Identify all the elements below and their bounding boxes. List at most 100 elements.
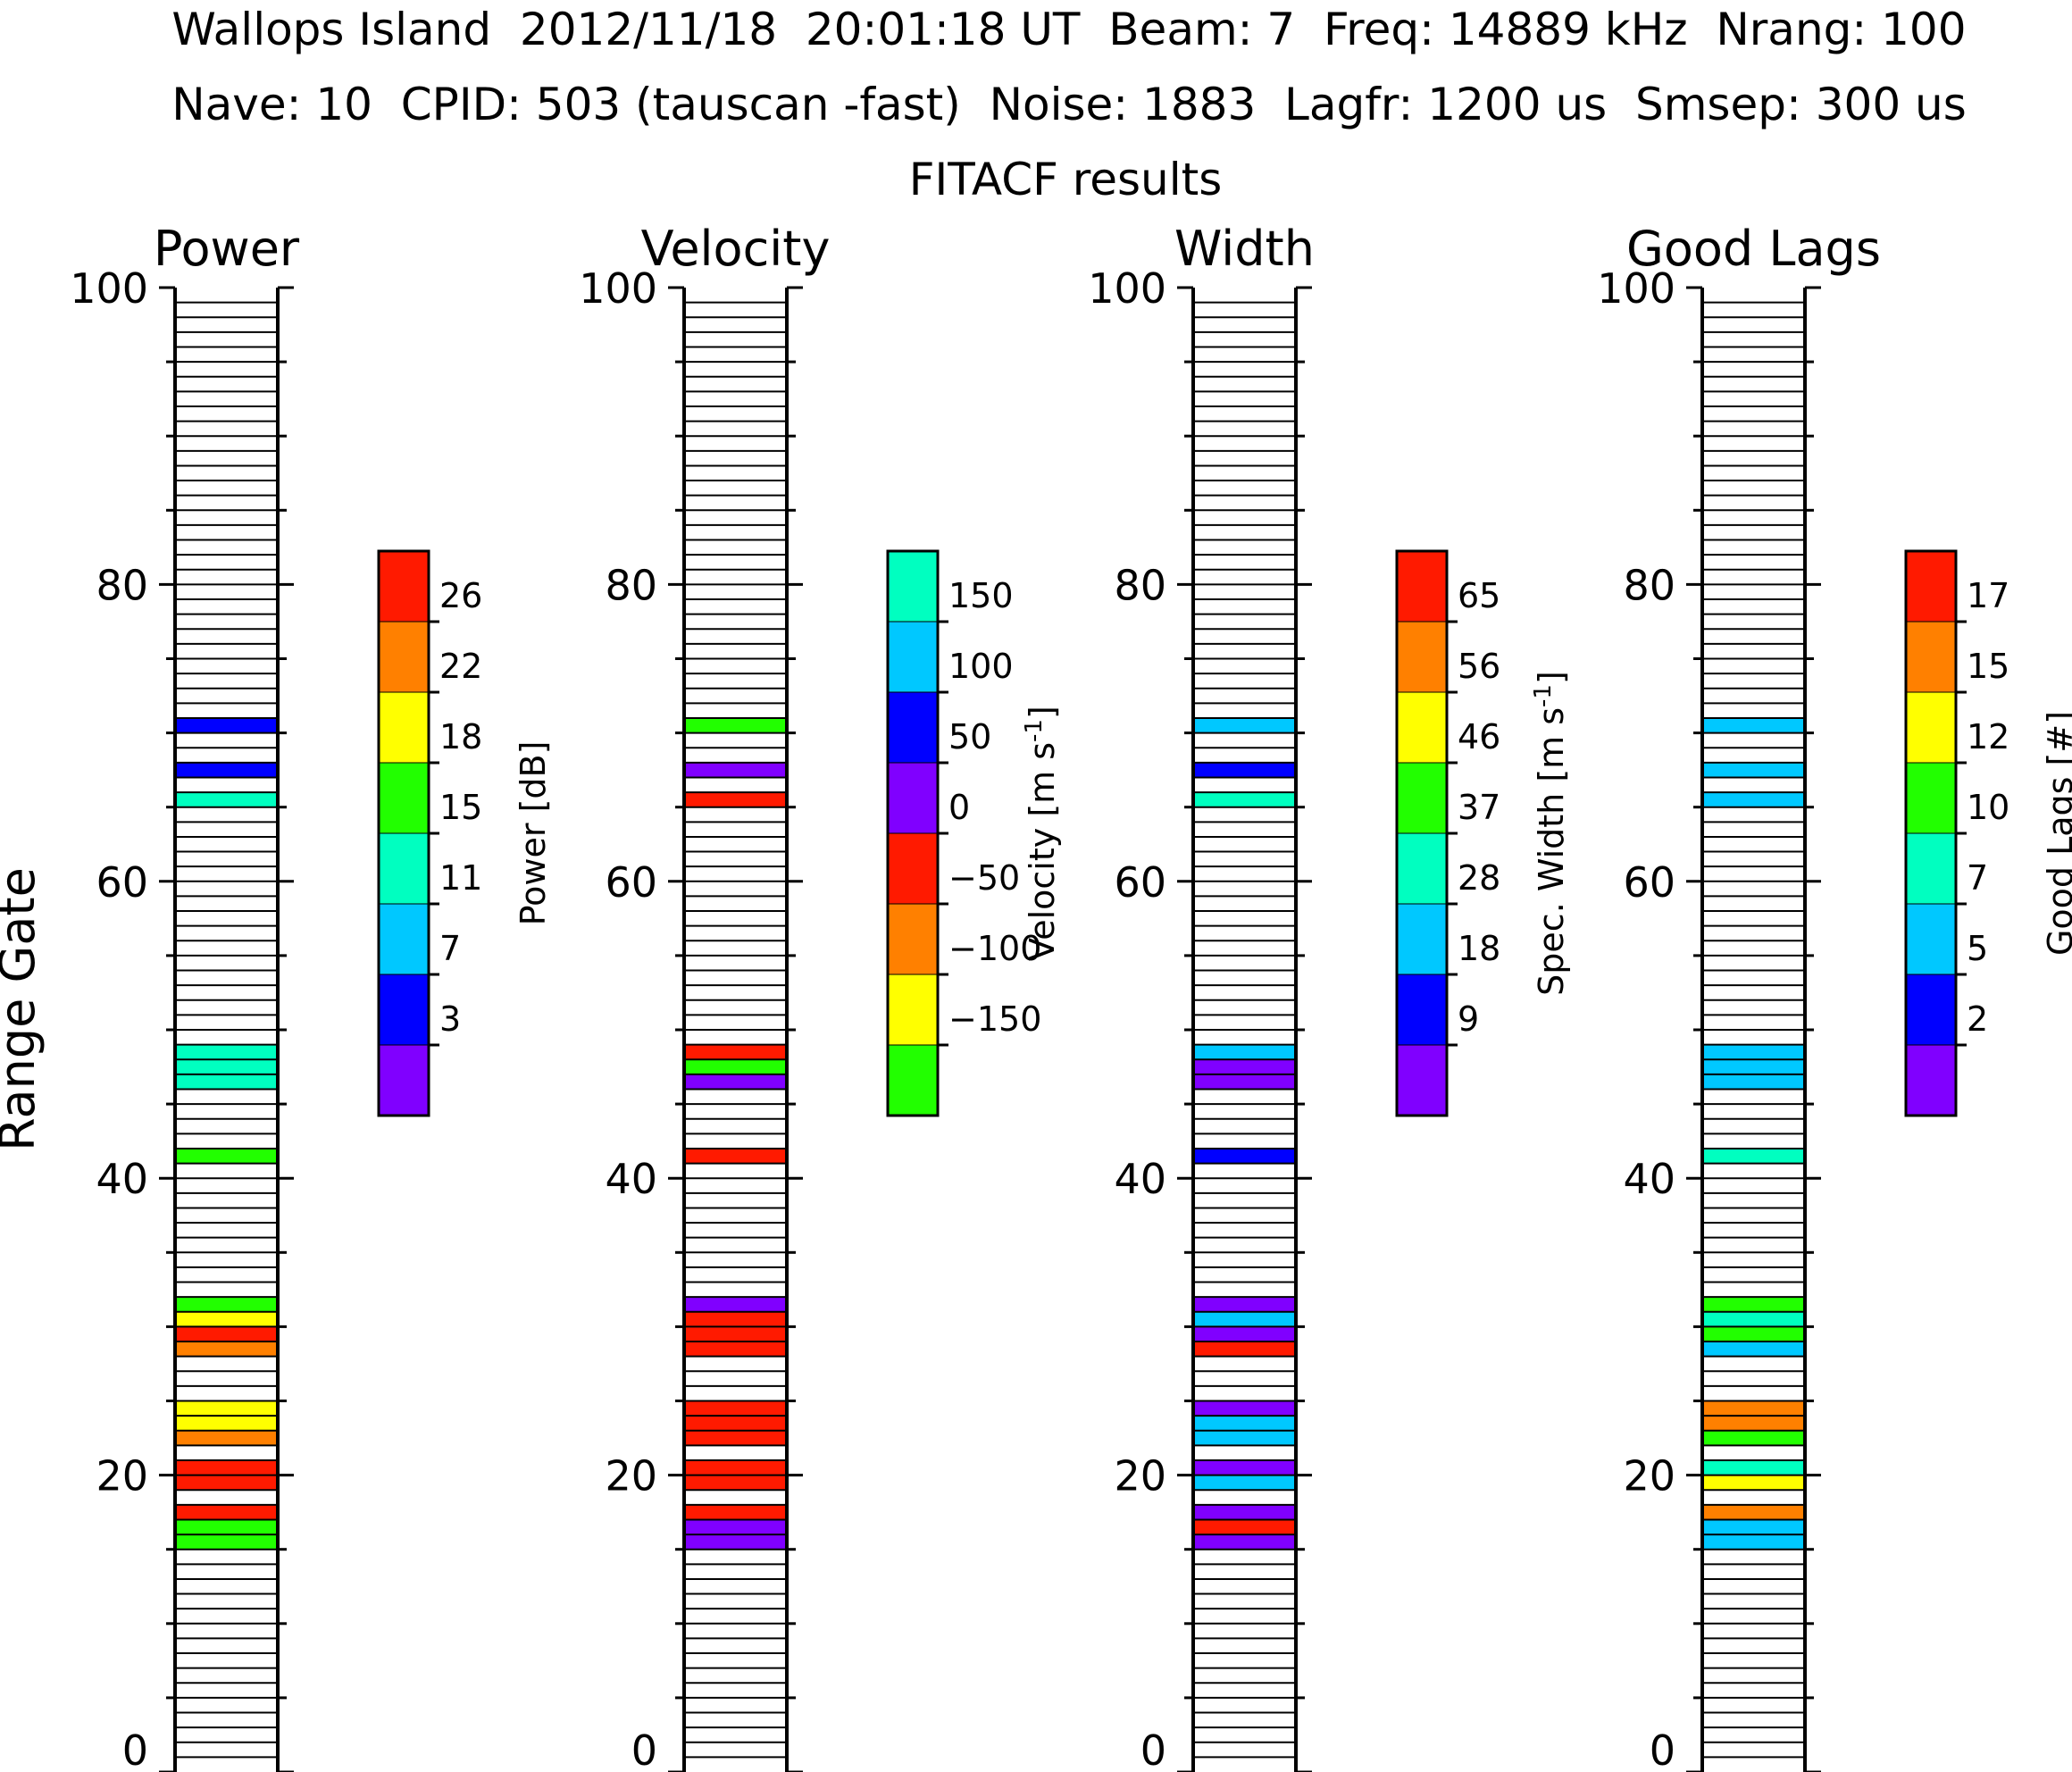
good-lags-colorbar-label-7: 7 [1967, 858, 1988, 898]
width-colorbar-swatch-3 [1396, 832, 1448, 905]
width-colorbar-swatch-6 [1396, 621, 1448, 693]
velocity-y-tick-100: 100 [579, 264, 657, 313]
width-cell-gate-17 [1193, 1504, 1296, 1520]
power-y-tick-60: 60 [96, 858, 148, 907]
power-y-tick-20: 20 [96, 1452, 148, 1500]
velocity-colorbar-label-150: −150 [948, 999, 1041, 1039]
good-lags-cell-gate-28 [1702, 1342, 1805, 1357]
power-y-tick-40: 40 [96, 1155, 148, 1203]
power-y-tick-0: 0 [122, 1726, 148, 1772]
width-cell-gate-19 [1193, 1475, 1296, 1491]
width-y-tick-0: 0 [1140, 1726, 1166, 1772]
good-lags-colorbar-title: Good Lags [#] [2041, 711, 2072, 956]
power-cell-gate-29 [175, 1326, 278, 1342]
power-panel: Power 0 20 40 60 80 100 3 7 11 15 18 22 26 Power [dB] [70, 221, 553, 1772]
good-lags-y-tick-20: 20 [1623, 1452, 1675, 1500]
velocity-colorbar-swatch-6 [887, 621, 939, 693]
good-lags-cell-gate-30 [1702, 1311, 1805, 1327]
velocity-cell-gate-47 [684, 1059, 787, 1074]
good-lags-colorbar-swatch-6 [1905, 621, 1957, 693]
velocity-colorbar-swatch-2 [887, 903, 939, 975]
velocity-title: Velocity [641, 221, 831, 277]
width-title: Width [1174, 221, 1315, 277]
velocity-colorbar-swatch-4 [887, 762, 939, 834]
width-colorbar-label-9: 9 [1458, 999, 1479, 1039]
power-colorbar-label-22: 22 [439, 647, 482, 686]
good-lags-cell-gate-17 [1702, 1504, 1805, 1520]
width-cell-gate-28 [1193, 1342, 1296, 1357]
width-y-tick-60: 60 [1114, 858, 1166, 907]
power-colorbar-swatch-6 [378, 621, 430, 693]
good-lags-colorbar-swatch-4 [1905, 762, 1957, 834]
good-lags-colorbar-swatch-0 [1905, 1044, 1957, 1116]
width-y-tick-100: 100 [1088, 264, 1166, 313]
good-lags-cell-gate-46 [1702, 1074, 1805, 1090]
power-cell-gate-30 [175, 1311, 278, 1327]
velocity-cell-gate-16 [684, 1519, 787, 1535]
good-lags-cell-gate-65 [1702, 792, 1805, 807]
good-lags-colorbar-swatch-2 [1905, 903, 1957, 975]
velocity-y-tick-0: 0 [631, 1726, 657, 1772]
width-cell-gate-65 [1193, 792, 1296, 807]
good-lags-cell-gate-41 [1702, 1148, 1805, 1164]
width-cell-gate-47 [1193, 1059, 1296, 1074]
header-line-1: Wallops Island 2012/11/18 20:01:18 UT Be… [171, 4, 1966, 55]
header-line-2: Nave: 10 CPID: 503 (tauscan -fast) Noise… [171, 79, 1967, 130]
width-y-tick-20: 20 [1114, 1452, 1166, 1500]
power-cell-gate-15 [175, 1534, 278, 1550]
good-lags-colorbar-swatch-1 [1905, 974, 1957, 1046]
power-colorbar-label-11: 11 [439, 858, 482, 898]
velocity-colorbar-swatch-5 [887, 691, 939, 764]
width-colorbar-label-37: 37 [1458, 788, 1500, 827]
good-lags-colorbar-label-17: 17 [1967, 576, 2009, 615]
good-lags-cell-gate-29 [1702, 1326, 1805, 1342]
y-axis-label: Range Gate [0, 867, 46, 1151]
power-colorbar-label-26: 26 [439, 576, 482, 615]
velocity-cell-gate-24 [684, 1400, 787, 1417]
power-colorbar-swatch-2 [378, 903, 430, 975]
velocity-colorbar-label-50: −50 [948, 858, 1020, 898]
header-subtitle: FITACF results [909, 154, 1223, 205]
power-y-tick-100: 100 [70, 264, 148, 313]
velocity-colorbar-title: Velocity [m s-1] [1021, 706, 1062, 961]
width-cell-gate-20 [1193, 1459, 1296, 1475]
good-lags-colorbar-swatch-7 [1905, 550, 1957, 623]
power-colorbar-swatch-3 [378, 832, 430, 905]
velocity-colorbar-swatch-1 [887, 974, 939, 1046]
good-lags-colorbar-label-2: 2 [1967, 999, 1988, 1039]
velocity-colorbar-label-150: 150 [948, 576, 1014, 615]
power-cell-gate-19 [175, 1475, 278, 1491]
good-lags-cell-gate-48 [1702, 1044, 1805, 1060]
power-cell-gate-41 [175, 1148, 278, 1164]
power-cell-gate-16 [175, 1519, 278, 1535]
power-cell-gate-22 [175, 1430, 278, 1446]
velocity-colorbar-label-0: 0 [948, 788, 970, 827]
velocity-cell-gate-19 [684, 1475, 787, 1491]
width-panel: Width 0 20 40 60 80 100 9 18 28 37 46 56 65 Spec. Widt… [1088, 221, 1571, 1772]
velocity-panel: Velocity 0 20 40 60 80 100 −150 −100 −50 0 50 100 150… [579, 221, 1062, 1772]
width-colorbar-label-65: 65 [1458, 576, 1500, 615]
velocity-cell-gate-48 [684, 1044, 787, 1060]
velocity-cell-gate-28 [684, 1342, 787, 1357]
velocity-cell-gate-31 [684, 1297, 787, 1312]
width-cell-gate-24 [1193, 1400, 1296, 1417]
power-colorbar-swatch-4 [378, 762, 430, 834]
velocity-colorbar-swatch-0 [887, 1044, 939, 1116]
velocity-y-tick-60: 60 [605, 858, 657, 907]
good-lags-cell-gate-19 [1702, 1475, 1805, 1491]
width-cell-gate-29 [1193, 1326, 1296, 1342]
good-lags-colorbar-swatch-3 [1905, 832, 1957, 905]
good-lags-colorbar-swatch-5 [1905, 691, 1957, 764]
good-lags-cell-gate-15 [1702, 1534, 1805, 1550]
good-lags-y-tick-0: 0 [1650, 1726, 1675, 1772]
width-colorbar-swatch-2 [1396, 903, 1448, 975]
width-cell-gate-16 [1193, 1519, 1296, 1535]
width-cell-gate-30 [1193, 1311, 1296, 1327]
width-colorbar-swatch-7 [1396, 550, 1448, 623]
width-colorbar-swatch-5 [1396, 691, 1448, 764]
power-cell-gate-65 [175, 792, 278, 807]
width-cell-gate-41 [1193, 1148, 1296, 1164]
velocity-cell-gate-41 [684, 1148, 787, 1164]
power-cell-gate-24 [175, 1400, 278, 1417]
